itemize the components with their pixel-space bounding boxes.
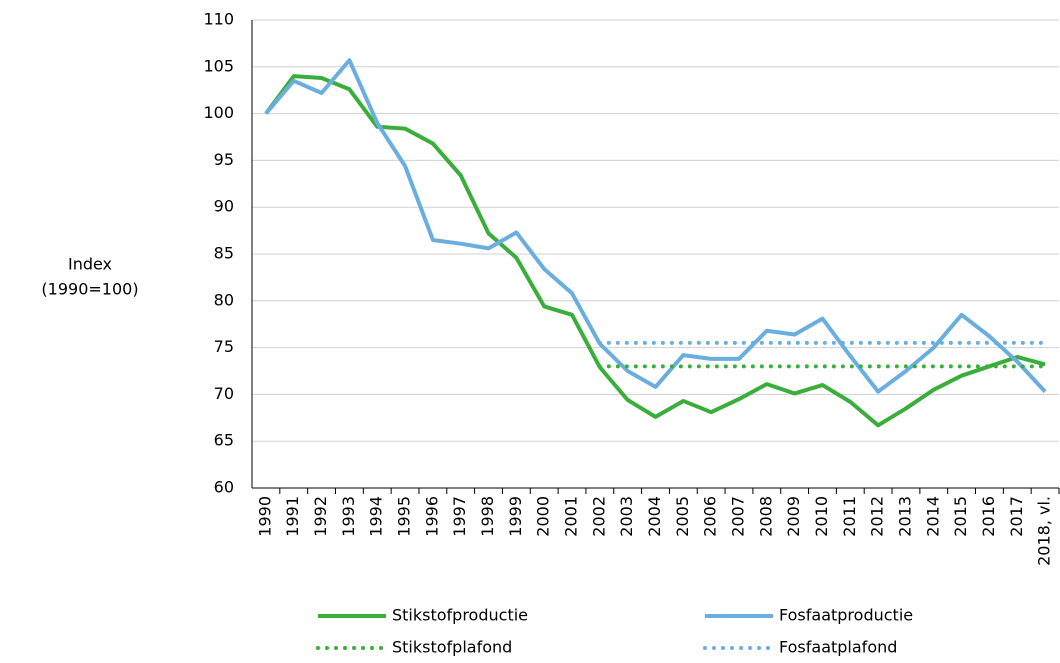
x-tick-label: 1997 <box>450 496 469 537</box>
x-tick-label: 2005 <box>673 496 692 537</box>
y-tick-label: 110 <box>203 10 234 29</box>
x-tick-label: 1990 <box>255 496 274 537</box>
y-tick-label: 105 <box>203 56 234 75</box>
x-tick-label: 1996 <box>422 496 441 537</box>
x-tick-label: 2011 <box>840 496 859 537</box>
y-tick-label: 85 <box>214 244 234 263</box>
x-tick-label: 2007 <box>728 496 747 537</box>
y-tick-label: 100 <box>203 103 234 122</box>
x-tick-label: 2003 <box>617 496 636 537</box>
y-tick-label: 75 <box>214 337 234 356</box>
x-tick-label: 2016 <box>979 496 998 537</box>
x-tick-label: 2001 <box>562 496 581 537</box>
y-tick-label: 95 <box>214 150 234 169</box>
x-tick-label: 2015 <box>951 496 970 537</box>
x-tick-label: 2014 <box>923 496 942 537</box>
x-tick-label: 2017 <box>1007 496 1026 537</box>
x-tick-label: 1999 <box>506 496 525 537</box>
x-tick-label: 2009 <box>784 496 803 537</box>
x-tick-label: 2002 <box>589 496 608 537</box>
legend-label: Fosfaatplafond <box>779 638 897 657</box>
legend-label: Stikstofplafond <box>392 638 512 657</box>
x-tick-label: 2012 <box>868 496 887 537</box>
x-tick-label: 2013 <box>895 496 914 537</box>
x-tick-label: 2000 <box>534 496 553 537</box>
x-tick-label: 2004 <box>645 496 664 537</box>
y-tick-label: 60 <box>214 478 234 497</box>
y-tick-label: 65 <box>214 431 234 450</box>
x-tick-label: 2010 <box>812 496 831 537</box>
x-tick-label: 1994 <box>367 496 386 537</box>
legend-label: Fosfaatproductie <box>779 606 913 625</box>
x-tick-label: 1995 <box>395 496 414 537</box>
legend-label: Stikstofproductie <box>392 606 528 625</box>
y-axis-label: (1990=100) <box>41 280 138 299</box>
y-tick-label: 90 <box>214 197 234 216</box>
x-tick-label: 1993 <box>339 496 358 537</box>
x-tick-label: 2018, vl. <box>1035 496 1054 566</box>
y-axis-label: Index <box>68 255 112 274</box>
x-tick-label: 1998 <box>478 496 497 537</box>
y-tick-label: 70 <box>214 384 234 403</box>
x-tick-label: 1991 <box>283 496 302 537</box>
series-line <box>264 74 1046 428</box>
series-line <box>264 58 1047 394</box>
x-tick-label: 1992 <box>311 496 330 537</box>
y-tick-label: 80 <box>214 290 234 309</box>
x-tick-label: 2006 <box>701 496 720 537</box>
x-tick-label: 2008 <box>756 496 775 537</box>
